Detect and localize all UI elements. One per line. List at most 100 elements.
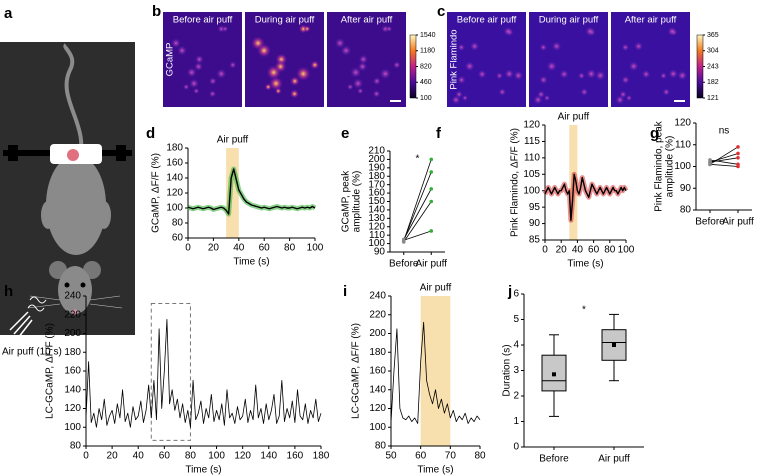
trace <box>544 173 627 221</box>
y-axis-label: LC-GCaMP, ΔF/F (%) <box>45 323 56 419</box>
cell <box>357 87 364 95</box>
cell <box>625 94 633 102</box>
panel-letter: b <box>152 3 161 20</box>
y-tick-label: 180 <box>369 347 386 358</box>
y-tick-label: 60 <box>172 233 184 244</box>
colorbar-label: 121 <box>707 95 719 102</box>
x-tick-label: 40 <box>233 243 245 254</box>
image-label: During air puff <box>255 15 315 26</box>
x-tick-label: 0 <box>542 245 548 256</box>
x-axis-label: Time (s) <box>233 257 269 268</box>
cell <box>457 43 466 52</box>
x-tick-label: 0 <box>83 451 89 462</box>
y-tick-label: 4 <box>513 340 519 351</box>
zoom-box <box>150 303 191 441</box>
cell <box>633 41 644 51</box>
y-tick-label: 90 <box>680 183 692 194</box>
cell <box>586 68 597 79</box>
cell <box>208 77 217 86</box>
point <box>429 187 434 191</box>
cell <box>628 61 639 72</box>
cell <box>186 67 197 78</box>
cell <box>193 87 200 95</box>
x-tick-label: 120 <box>234 451 251 462</box>
cell <box>543 94 551 102</box>
x-axis-label: Time (s) <box>567 259 603 270</box>
y-tick-label: 120 <box>166 188 183 199</box>
cell <box>477 69 487 79</box>
cell <box>668 69 679 79</box>
cell <box>469 41 480 51</box>
y-tick-label: 100 <box>368 238 385 249</box>
cell <box>577 72 586 80</box>
y-tick-label: 160 <box>368 188 385 199</box>
cell <box>615 95 625 105</box>
y-tick-label: 130 <box>368 213 385 224</box>
cell <box>595 70 606 81</box>
x-tick-label: Before <box>695 217 725 228</box>
point <box>736 156 740 160</box>
x-tick-label: 180 <box>313 451 330 462</box>
panel-letter: f <box>436 125 442 142</box>
y-tick-label: 80 <box>680 205 692 216</box>
x-tick-label: 60 <box>159 451 171 462</box>
colorbar-label: 243 <box>707 63 719 70</box>
colorbar-label: 820 <box>420 63 432 70</box>
mean <box>612 343 616 347</box>
mean <box>552 372 556 377</box>
cell <box>229 61 237 69</box>
y-tick-label: 100 <box>166 203 183 214</box>
cell <box>372 89 381 98</box>
y-axis-label: LC-GCaMP, ΔF/F (%) <box>351 323 362 419</box>
annotation: Air puff <box>558 112 590 123</box>
y-tick-label: 80 <box>375 441 387 452</box>
colorbar-label: 1180 <box>420 48 435 55</box>
y-tick-label: 140 <box>64 384 81 395</box>
colorbar-label: 1540 <box>420 32 436 39</box>
point <box>429 170 434 174</box>
y-tick-label: 5 <box>513 314 519 325</box>
x-tick-label: Before <box>539 454 569 465</box>
y-tick-label: 200 <box>64 328 81 339</box>
cell <box>379 68 391 80</box>
cell <box>551 41 562 52</box>
y-tick-label: 210 <box>368 146 385 157</box>
air-puff-label: Air puff (10 s) <box>2 347 62 358</box>
x-tick-label: 140 <box>260 451 277 462</box>
y-tick-label: 2 <box>513 391 519 402</box>
y-tick-label: 190 <box>368 162 385 173</box>
x-tick-label: 70 <box>445 451 457 462</box>
panel-letter: c <box>437 3 445 20</box>
pair-line <box>709 159 739 165</box>
y-tick-label: 160 <box>369 366 386 377</box>
y-tick-label: 1 <box>513 416 519 427</box>
y-tick-label: 160 <box>166 158 183 169</box>
cell <box>194 54 204 64</box>
cell <box>503 26 513 37</box>
cell <box>334 37 346 49</box>
cell <box>296 66 311 82</box>
colorbar-label: 460 <box>420 79 432 86</box>
point <box>708 162 712 167</box>
y-axis-label: Pink Flamindo, peak <box>654 120 665 212</box>
point <box>736 151 740 156</box>
cell <box>303 25 311 33</box>
annotation: Air puff <box>420 283 452 294</box>
cell <box>580 88 589 96</box>
y-tick-label: 6 <box>513 289 519 300</box>
panel-letter: e <box>341 125 349 142</box>
error-band <box>542 171 629 223</box>
y-tick-label: 180 <box>166 143 183 154</box>
cell <box>539 43 548 52</box>
y-tick-label: 100 <box>64 422 81 433</box>
cell <box>274 60 287 73</box>
cell <box>216 68 227 79</box>
x-tick-label: 100 <box>618 245 635 256</box>
y-tick-label: 120 <box>64 403 81 414</box>
y-tick-label: 240 <box>64 291 81 302</box>
significance: * <box>582 305 586 316</box>
y-tick-label: 180 <box>64 347 81 358</box>
x-tick-label: 100 <box>307 243 324 254</box>
mouse-illustration <box>0 42 135 339</box>
